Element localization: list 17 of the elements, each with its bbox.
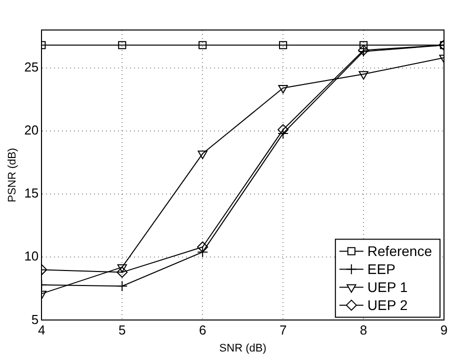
y-tick-label: 15 — [24, 186, 39, 201]
y-tick-label: 20 — [24, 122, 39, 138]
y-tick-label: 25 — [24, 59, 39, 74]
x-tick-label: 4 — [38, 322, 46, 338]
x-tick-label: 5 — [118, 322, 126, 338]
legend-label: EEP — [367, 261, 396, 278]
x-tick-label: 6 — [198, 322, 206, 338]
y-tick-label: 10 — [24, 248, 39, 264]
legend-label: Reference — [367, 243, 432, 260]
x-tick-label: 9 — [440, 322, 448, 338]
y-tick-label: 5 — [31, 312, 39, 327]
legend-label: UEP 1 — [367, 279, 408, 296]
y-axis-title: PSNR (dB) — [6, 148, 19, 202]
x-tick-label: 7 — [279, 322, 287, 338]
x-axis-title: SNR (dB) — [219, 342, 266, 354]
x-tick-label: 8 — [360, 322, 368, 338]
legend-label: UEP 2 — [367, 297, 408, 314]
